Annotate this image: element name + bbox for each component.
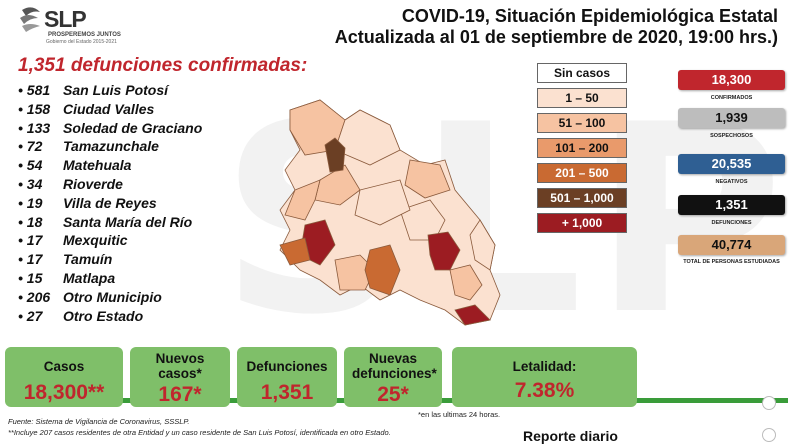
- slp-logo-icon: [20, 7, 40, 32]
- card-value: 7.38%: [514, 379, 575, 402]
- header-update-date: Actualizada al 01 de septiembre de 2020,…: [334, 27, 778, 47]
- card-letalidad: Letalidad: 7.38%: [452, 347, 637, 407]
- card-value: 18,300**: [23, 381, 105, 404]
- footnote-24h: *en las ultimas 24 horas.: [418, 410, 501, 419]
- legend-item: 201 – 500: [537, 163, 627, 183]
- card-label: Nuevos casos*: [155, 351, 205, 381]
- stat-negativos: 20,535: [678, 154, 785, 174]
- card-nuevas-defunciones: Nuevas defunciones* 25*: [344, 347, 442, 407]
- deaths-title: 1,351 defunciones confirmadas:: [18, 55, 308, 76]
- card-value: 1,351: [260, 381, 314, 404]
- card-label: Casos: [43, 359, 85, 374]
- state-map: [279, 99, 501, 326]
- reporte-diario: Reporte diario: [523, 428, 618, 444]
- stat-defunciones: 1,351: [678, 195, 785, 215]
- logo-text: SLP: [44, 6, 87, 32]
- legend-item: 101 – 200: [537, 138, 627, 158]
- logo-subtitle: Gobierno del Estado 2015-2021: [46, 39, 117, 45]
- card-value: 167*: [158, 383, 202, 406]
- stat-label: SOSPECHOSOS: [710, 133, 753, 139]
- scroll-down-icon[interactable]: [762, 428, 776, 442]
- stat-confirmados: 18,300: [678, 70, 785, 90]
- slp-logo: SLP PROSPEREMOS JUNTOS Gobierno del Esta…: [18, 6, 121, 46]
- stat-label: TOTAL DE PERSONAS ESTUDIADAS: [683, 259, 780, 265]
- card-nuevos-casos: Nuevos casos* 167*: [130, 347, 230, 407]
- card-value: 25*: [377, 383, 409, 406]
- legend-item: + 1,000: [537, 213, 627, 233]
- stat-sospechosos: 1,939: [678, 108, 785, 128]
- legend-item: 501 – 1,000: [537, 188, 627, 208]
- stat-label: CONFIRMADOS: [710, 95, 753, 101]
- legend-item: 1 – 50: [537, 88, 627, 108]
- card-label: Nuevas defunciones*: [352, 351, 437, 381]
- stat-label: DEFUNCIONES: [711, 220, 752, 226]
- card-defunciones: Defunciones 1,351: [237, 347, 337, 407]
- header-title: COVID-19, Situación Epidemiológica Estat…: [401, 6, 778, 26]
- scroll-up-icon[interactable]: [762, 396, 776, 410]
- card-label: Defunciones: [246, 359, 328, 374]
- legend-item: 51 – 100: [537, 113, 627, 133]
- card-casos: Casos 18,300**: [5, 347, 123, 407]
- card-label: Letalidad:: [512, 359, 577, 374]
- stat-total: 40,774: [678, 235, 785, 255]
- remark-text: **Incluye 207 casos residentes de otra E…: [8, 428, 391, 437]
- source-text: Fuente: Sistema de Vigilancia de Coronav…: [8, 417, 190, 426]
- logo-tagline: PROSPEREMOS JUNTOS: [48, 32, 121, 38]
- stat-label: NEGATIVOS: [715, 179, 748, 185]
- legend-item: Sin casos: [537, 63, 627, 83]
